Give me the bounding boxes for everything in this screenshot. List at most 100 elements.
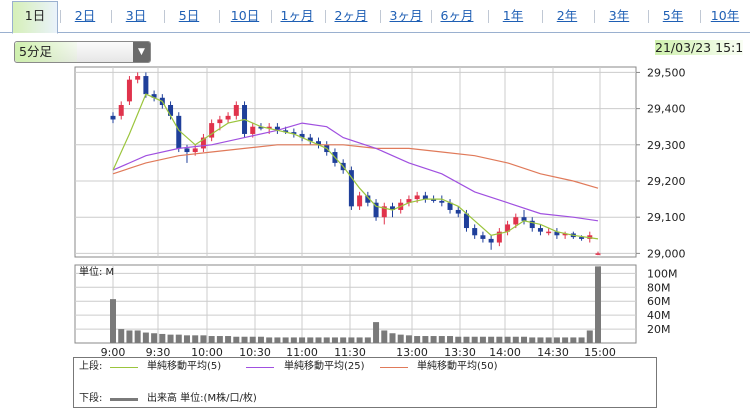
candle-body	[472, 228, 478, 236]
candle-body	[398, 202, 404, 210]
price-tick-label: 29,400	[647, 103, 686, 116]
tab-11[interactable]: 2年	[556, 8, 578, 23]
legend-sma25-line	[246, 367, 274, 368]
tab-5[interactable]: 10日	[230, 8, 260, 23]
interval-select[interactable]: 5分足 ▼	[14, 41, 151, 63]
candle-body	[463, 213, 469, 229]
candle-body	[250, 126, 256, 134]
candle-body	[192, 148, 198, 153]
candle-body	[184, 148, 190, 153]
tab-2[interactable]: 2日	[74, 8, 96, 23]
legend-volume-label: 出来高 単位:(M株/口/枚)	[147, 393, 257, 404]
tab-14[interactable]: 10年	[710, 8, 740, 23]
volume-bar	[397, 334, 404, 343]
candle-body	[348, 170, 354, 207]
candle-body	[159, 97, 165, 105]
volume-bar	[331, 337, 338, 343]
tab-4[interactable]: 5日	[178, 8, 200, 23]
volume-bar	[315, 337, 322, 343]
volume-bar	[463, 336, 470, 343]
volume-bar	[134, 330, 141, 343]
candle-body	[513, 217, 519, 225]
volume-bar	[348, 337, 355, 343]
candle-body	[242, 105, 248, 134]
candle-body	[266, 126, 272, 129]
volume-bar	[299, 337, 306, 343]
candle-body	[455, 209, 461, 214]
tab-separator	[380, 10, 381, 23]
volume-bar	[438, 336, 445, 343]
candle-body	[143, 76, 149, 95]
price-tick-label: 29,000	[647, 247, 686, 260]
volume-bar	[422, 336, 429, 343]
chevron-down-icon[interactable]: ▼	[133, 42, 150, 62]
candle-body	[274, 126, 280, 131]
tab-separator	[488, 10, 489, 23]
candle-body	[217, 119, 223, 124]
candle-body	[135, 76, 141, 80]
volume-bar	[479, 336, 486, 343]
candle-body	[595, 253, 601, 255]
tab-separator	[164, 10, 165, 23]
volume-unit-label: 単位: M	[79, 265, 114, 278]
candle-body	[389, 206, 395, 210]
chart-legend: 上段: 単純移動平均(5) 単純移動平均(25) 単純移動平均(50) 下段: …	[73, 357, 657, 408]
volume-bar	[159, 333, 166, 343]
volume-bar	[249, 336, 256, 343]
candle-body	[381, 206, 387, 218]
volume-bar	[216, 336, 223, 343]
volume-bar	[142, 332, 149, 343]
tab-10[interactable]: 1年	[502, 8, 524, 23]
tab-3[interactable]: 3日	[125, 8, 147, 23]
tab-separator	[431, 10, 432, 23]
volume-bar	[110, 299, 116, 343]
tab-1[interactable]: 1日	[12, 1, 58, 34]
candle-body	[414, 195, 420, 200]
datetime-text: 21/03/23 15:1	[655, 40, 744, 55]
volume-bar	[570, 337, 577, 343]
candle-body	[521, 217, 527, 221]
interval-select-value: 5分足	[15, 42, 77, 62]
tab-9[interactable]: 6ヶ月	[440, 8, 474, 23]
volume-bar	[496, 336, 503, 343]
price-tick-label: 29,500	[647, 66, 686, 79]
volume-bar	[529, 337, 536, 343]
volume-frame	[74, 264, 637, 344]
candle-body	[332, 152, 338, 163]
candle-body	[431, 199, 437, 201]
candle-body	[168, 105, 174, 116]
candle-body	[488, 238, 494, 243]
tab-8[interactable]: 3ヶ月	[389, 8, 423, 23]
candle-body	[126, 79, 132, 102]
candle-body	[118, 105, 124, 116]
tab-6[interactable]: 1ヶ月	[280, 8, 314, 23]
volume-bar	[340, 337, 347, 343]
legend-volume-swatch	[110, 398, 138, 401]
volume-bar	[537, 337, 544, 343]
candle-body	[447, 202, 453, 210]
candle-body	[324, 144, 330, 153]
candle-body	[365, 195, 371, 203]
legend-sma25-label: 単純移動平均(25)	[284, 361, 365, 372]
sma50-line	[112, 144, 599, 189]
volume-bar	[595, 266, 601, 343]
price-tick-label: 29,100	[647, 211, 686, 224]
candle-body	[258, 126, 264, 129]
volume-bar	[356, 337, 363, 343]
tab-12[interactable]: 3年	[608, 8, 630, 23]
candle-body	[480, 235, 486, 239]
tab-13[interactable]: 5年	[662, 8, 684, 23]
tab-separator	[648, 10, 649, 23]
candle-body	[562, 233, 568, 236]
volume-bar	[414, 336, 421, 343]
volume-bar	[118, 329, 125, 343]
tab-separator	[111, 10, 112, 23]
volume-bar	[151, 333, 158, 343]
candle-body	[283, 130, 289, 133]
volume-bar	[430, 336, 437, 343]
tab-separator	[60, 10, 61, 23]
legend-sma5-label: 単純移動平均(5)	[147, 361, 222, 372]
tab-7[interactable]: 2ヶ月	[334, 8, 368, 23]
volume-bar	[323, 337, 330, 343]
